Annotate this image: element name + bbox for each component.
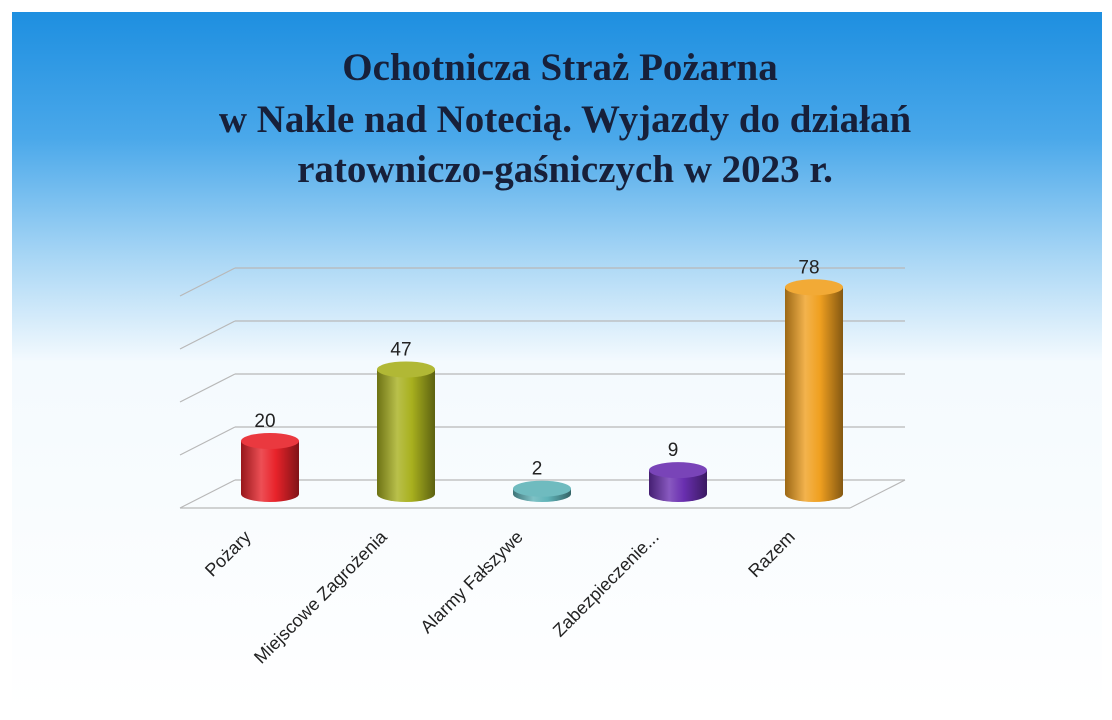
grid-line: [179, 426, 236, 456]
chart-title: w Nakle nad Notecią. Wyjazdy do działań: [219, 98, 912, 141]
value-label: 2: [532, 459, 543, 480]
grid-line: [179, 479, 236, 509]
grid-line: [179, 267, 236, 297]
bar-top: [241, 433, 299, 449]
bar: [785, 287, 843, 494]
value-label: 20: [254, 411, 275, 432]
bar-top: [513, 480, 571, 497]
bar-top: [377, 361, 435, 378]
bar-top: [649, 462, 707, 479]
bar-top: [785, 279, 843, 296]
value-label: 9: [668, 440, 679, 461]
floor-edge: [849, 479, 906, 509]
bar: [241, 441, 299, 494]
value-label: 78: [798, 257, 819, 278]
chart-title: Ochotnicza Straż Pożarna: [342, 46, 777, 89]
background: [12, 12, 1102, 712]
grid-line: [179, 320, 236, 350]
grid-line: [179, 373, 236, 403]
bar: [377, 369, 435, 494]
value-label: 47: [390, 339, 411, 360]
chart-title: ratowniczo-gaśniczych w 2023 r.: [297, 148, 833, 191]
